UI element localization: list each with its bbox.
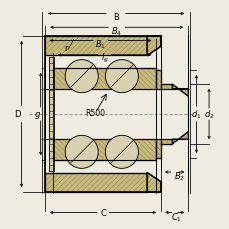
Text: $C_1$: $C_1$ bbox=[171, 211, 182, 224]
Text: D: D bbox=[14, 110, 21, 119]
Polygon shape bbox=[156, 140, 160, 158]
Polygon shape bbox=[156, 71, 160, 89]
Text: C: C bbox=[100, 208, 105, 217]
Text: g: g bbox=[34, 110, 40, 119]
Text: B: B bbox=[112, 13, 118, 22]
Polygon shape bbox=[147, 173, 160, 192]
Circle shape bbox=[105, 60, 138, 93]
Polygon shape bbox=[147, 37, 160, 56]
Polygon shape bbox=[53, 140, 156, 160]
Circle shape bbox=[105, 136, 138, 169]
Text: $d_1$: $d_1$ bbox=[190, 108, 201, 121]
Polygon shape bbox=[45, 173, 147, 192]
Polygon shape bbox=[53, 69, 156, 89]
Circle shape bbox=[65, 60, 98, 93]
Polygon shape bbox=[172, 85, 188, 97]
Text: $B_4$: $B_4$ bbox=[111, 25, 122, 38]
Text: $B_2$: $B_2$ bbox=[173, 170, 184, 183]
Polygon shape bbox=[160, 85, 172, 89]
Text: r: r bbox=[64, 44, 67, 53]
Text: $l_g$: $l_g$ bbox=[100, 52, 108, 65]
Text: $d_2$: $d_2$ bbox=[203, 108, 213, 121]
Circle shape bbox=[65, 136, 98, 169]
Polygon shape bbox=[49, 57, 54, 172]
Polygon shape bbox=[160, 140, 172, 144]
Text: R500: R500 bbox=[85, 109, 105, 118]
Text: $B_1$: $B_1$ bbox=[95, 38, 106, 51]
Polygon shape bbox=[172, 132, 188, 144]
Polygon shape bbox=[45, 37, 147, 56]
